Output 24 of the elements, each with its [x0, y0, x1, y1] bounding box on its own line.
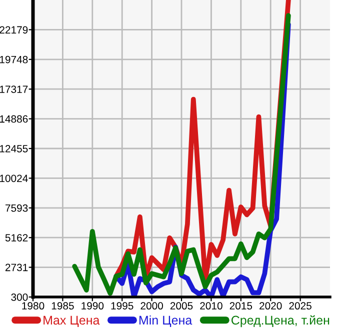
y-tick-label: 5162	[5, 234, 28, 242]
legend-label: Min Цена	[139, 315, 192, 327]
y-tick-label: 14886	[0, 115, 28, 123]
x-tick-label: 1985	[52, 302, 74, 310]
y-tick-label: 300	[11, 294, 28, 301]
x-tick-label: 1990	[82, 302, 104, 310]
x-tick-label: 2005	[170, 302, 193, 310]
x-tick-label: 2015	[230, 302, 252, 310]
x-tick-label: 2020	[260, 302, 282, 310]
x-tick-label: 1980	[22, 302, 44, 310]
y-tick-label: 10024	[0, 174, 28, 182]
legend-label: Max Цена	[44, 316, 100, 327]
y-tick-label: 22179	[0, 26, 28, 34]
y-tick-label: 7593	[6, 204, 28, 212]
x-tick-label: 2000	[140, 302, 163, 310]
y-tick-label: 2731	[5, 264, 28, 272]
x-tick-label: 2025	[289, 302, 312, 310]
line-series	[72, 13, 291, 296]
y-tick-label: 17317	[0, 86, 28, 93]
y-tick-label: 19748	[0, 56, 28, 64]
legend-label: Сред.Цена, т.йен	[232, 315, 330, 328]
x-tick-label: 2010	[200, 302, 222, 310]
x-tick-label: 1995	[111, 302, 134, 310]
y-tick-label: 12455	[0, 145, 28, 152]
